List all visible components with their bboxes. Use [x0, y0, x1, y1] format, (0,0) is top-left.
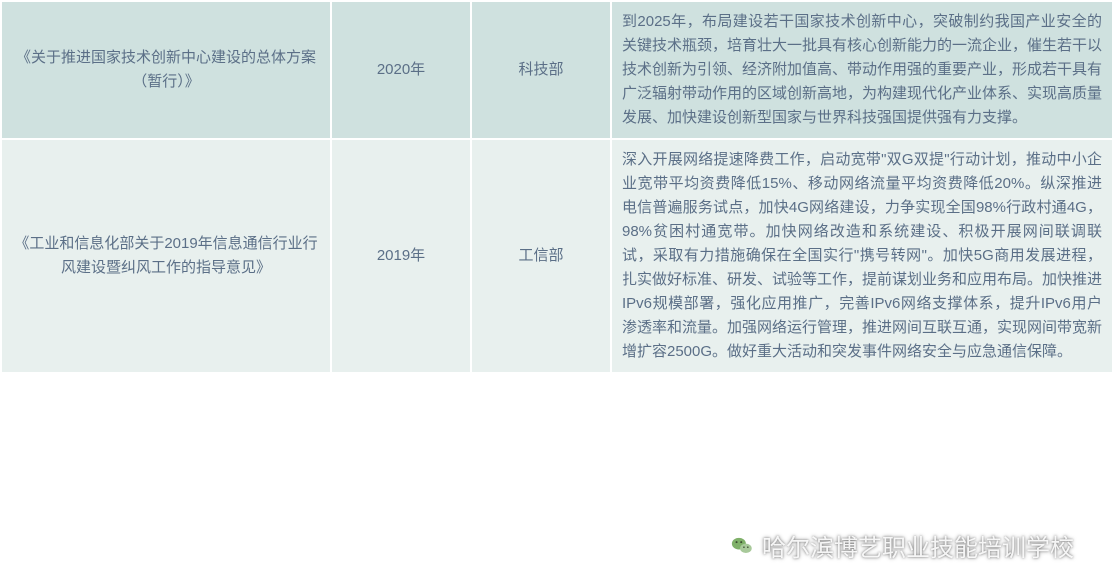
wechat-icon — [728, 532, 756, 560]
cell-year: 2020年 — [331, 1, 471, 139]
cell-year: 2019年 — [331, 139, 471, 373]
cell-title: 《工业和信息化部关于2019年信息通信行业行风建设暨纠风工作的指导意见》 — [1, 139, 331, 373]
policy-table: 《关于推进国家技术创新中心建设的总体方案（暂行）》 2020年 科技部 到202… — [0, 0, 1114, 374]
table-row: 《关于推进国家技术创新中心建设的总体方案（暂行）》 2020年 科技部 到202… — [1, 1, 1113, 139]
cell-dept: 工信部 — [471, 139, 611, 373]
cell-desc: 到2025年，布局建设若干国家技术创新中心，突破制约我国产业安全的关键技术瓶颈，… — [611, 1, 1113, 139]
watermark-text: 哈尔滨博艺职业技能培训学校 — [762, 528, 1074, 563]
cell-desc: 深入开展网络提速降费工作，启动宽带"双G双提"行动计划，推动中小企业宽带平均资费… — [611, 139, 1113, 373]
watermark: 哈尔滨博艺职业技能培训学校 — [728, 528, 1074, 563]
cell-dept: 科技部 — [471, 1, 611, 139]
table-row: 《工业和信息化部关于2019年信息通信行业行风建设暨纠风工作的指导意见》 201… — [1, 139, 1113, 373]
cell-title: 《关于推进国家技术创新中心建设的总体方案（暂行）》 — [1, 1, 331, 139]
